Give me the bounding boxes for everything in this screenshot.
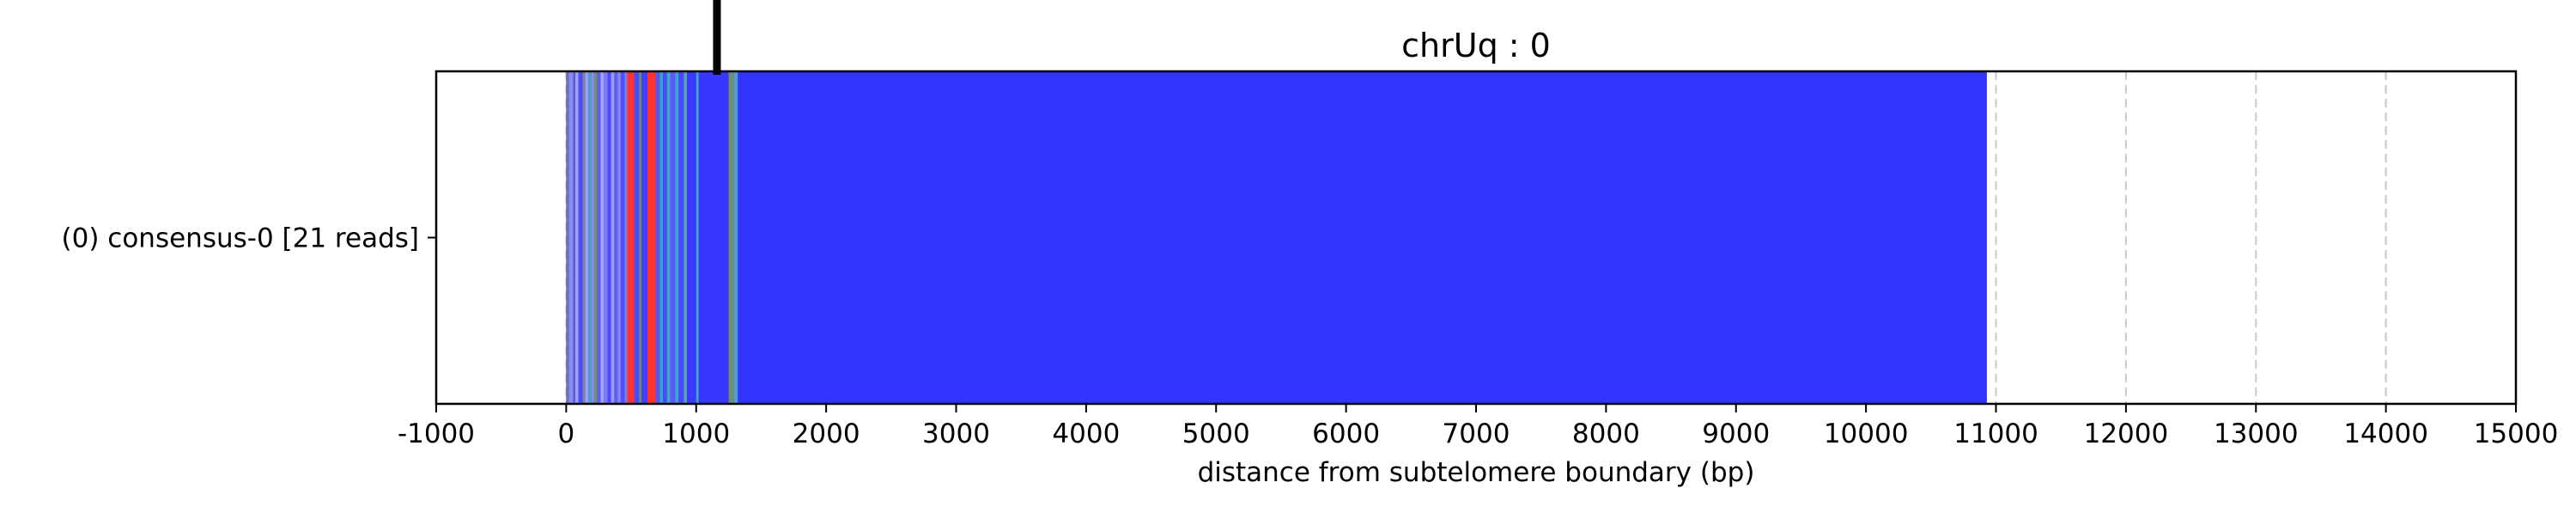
track-segment <box>627 71 635 404</box>
y-ticks: (0) consensus-0 [21 reads] <box>62 223 436 254</box>
x-tick-label: 11000 <box>1953 418 2038 449</box>
track-segment <box>597 71 601 404</box>
track-segment <box>696 71 699 404</box>
track-segment <box>582 71 586 404</box>
x-tick-label: 8000 <box>1572 418 1640 449</box>
track-segment <box>655 71 660 404</box>
track-segment <box>733 71 738 404</box>
chart-title: chrUq : 0 <box>1401 27 1551 64</box>
x-tick-label: 12000 <box>2084 418 2169 449</box>
track-segment <box>663 71 667 404</box>
track-segment <box>728 71 734 404</box>
track-segment <box>585 71 589 404</box>
track-segment <box>617 71 621 404</box>
x-tick-label: -1000 <box>398 418 475 449</box>
track-segment <box>607 71 611 404</box>
track-segment <box>698 71 729 404</box>
track-segment <box>568 71 574 404</box>
x-tick-label: 3000 <box>922 418 990 449</box>
x-axis-label: distance from subtelomere boundary (bp) <box>1198 457 1755 488</box>
track-segment <box>574 71 579 404</box>
track-segment <box>588 71 592 404</box>
x-tick-label: 4000 <box>1052 418 1120 449</box>
track-segment <box>634 71 640 404</box>
x-tick-label: 10000 <box>1824 418 1909 449</box>
x-tick-label: 13000 <box>2214 418 2299 449</box>
track-segment <box>614 71 618 404</box>
x-tick-label: 2000 <box>793 418 860 449</box>
track-segment <box>639 71 642 404</box>
track-segment <box>600 71 605 404</box>
track-label: (0) consensus-0 [21 reads] <box>62 223 419 254</box>
track-segment <box>683 71 688 404</box>
x-tick-label: 6000 <box>1312 418 1380 449</box>
x-tick-label: 7000 <box>1443 418 1510 449</box>
x-ticks: -1000 0 1000 2000 3000 4000 5000 6000 7000 8000 90… <box>398 404 2558 449</box>
track-segment <box>566 71 569 404</box>
track-segment <box>641 71 647 404</box>
track-segment <box>666 71 671 404</box>
track-segment <box>593 71 598 404</box>
track-segment <box>647 71 656 404</box>
track-bars <box>566 71 1987 404</box>
x-tick-label: 0 <box>558 418 575 449</box>
track-segment <box>659 71 664 404</box>
track-bar <box>566 71 1987 404</box>
track-segment <box>591 71 594 404</box>
track-segment <box>620 71 625 404</box>
track-segment <box>675 71 679 404</box>
x-tick-label: 14000 <box>2343 418 2428 449</box>
x-tick-label: 1000 <box>662 418 730 449</box>
track-segment <box>578 71 583 404</box>
x-tick-label: 9000 <box>1702 418 1770 449</box>
x-tick-label: 5000 <box>1182 418 1250 449</box>
track-segment <box>670 71 676 404</box>
x-tick-label: 15000 <box>2474 418 2559 449</box>
track-segment <box>624 71 628 404</box>
track-segment <box>604 71 608 404</box>
track-segment <box>611 71 615 404</box>
track-segment <box>687 71 696 404</box>
track-segment <box>678 71 684 404</box>
track-segment <box>573 71 575 404</box>
